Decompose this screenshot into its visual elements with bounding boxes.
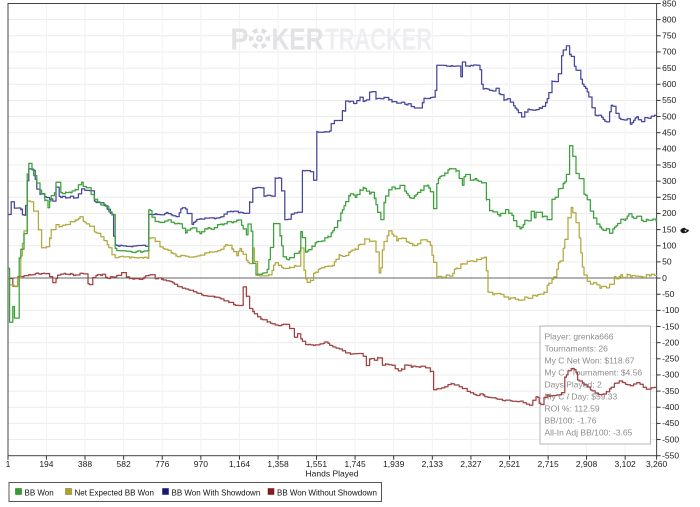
- svg-text:3,102: 3,102: [615, 459, 637, 469]
- svg-text:1: 1: [6, 459, 11, 469]
- svg-text:-550: -550: [662, 450, 679, 460]
- svg-text:200: 200: [662, 208, 676, 218]
- svg-text:150: 150: [662, 224, 676, 234]
- svg-text:-300: -300: [662, 370, 679, 380]
- svg-text:2,521: 2,521: [499, 459, 521, 469]
- svg-text:750: 750: [662, 31, 676, 41]
- svg-text:My C / Tournament: $4.56: My C / Tournament: $4.56: [545, 368, 643, 378]
- svg-text:700: 700: [662, 47, 676, 57]
- svg-text:All-In Adj BB/100: -3.65: All-In Adj BB/100: -3.65: [545, 428, 633, 438]
- svg-text:Hands Played: Hands Played: [306, 469, 359, 479]
- svg-text:388: 388: [78, 459, 92, 469]
- svg-text:-450: -450: [662, 418, 679, 428]
- svg-text:-250: -250: [662, 354, 679, 364]
- svg-text:2,327: 2,327: [460, 459, 482, 469]
- svg-text:970: 970: [194, 459, 208, 469]
- svg-text:-350: -350: [662, 386, 679, 396]
- svg-text:650: 650: [662, 63, 676, 73]
- svg-text:582: 582: [117, 459, 131, 469]
- svg-text:2,715: 2,715: [537, 459, 559, 469]
- svg-text:TRACKER: TRACKER: [326, 22, 433, 57]
- svg-text:300: 300: [662, 176, 676, 186]
- svg-text:Player: grenka666: Player: grenka666: [545, 332, 614, 342]
- svg-text:776: 776: [155, 459, 169, 469]
- svg-text:-400: -400: [662, 402, 679, 412]
- svg-text:600: 600: [662, 79, 676, 89]
- svg-text:Tournaments: 26: Tournaments: 26: [545, 344, 609, 354]
- svg-text:2,908: 2,908: [576, 459, 598, 469]
- svg-text:50: 50: [662, 257, 672, 267]
- svg-text:450: 450: [662, 127, 676, 137]
- svg-text:-150: -150: [662, 321, 679, 331]
- svg-text:194: 194: [39, 459, 53, 469]
- svg-text:My C Net Won: $118.67: My C Net Won: $118.67: [545, 356, 635, 366]
- svg-text:500: 500: [662, 111, 676, 121]
- svg-text:-100: -100: [662, 305, 679, 315]
- svg-text:Net Expected BB Won: Net Expected BB Won: [75, 489, 154, 498]
- svg-text:0: 0: [662, 273, 667, 283]
- svg-text:550: 550: [662, 95, 676, 105]
- svg-text:1,358: 1,358: [267, 459, 289, 469]
- svg-text:1,551: 1,551: [306, 459, 328, 469]
- svg-text:P: P: [231, 22, 249, 57]
- svg-text:2,133: 2,133: [422, 459, 444, 469]
- svg-text:BB Won: BB Won: [25, 489, 54, 498]
- svg-text:800: 800: [662, 14, 676, 24]
- svg-text:100: 100: [662, 241, 676, 251]
- svg-text:350: 350: [662, 160, 676, 170]
- svg-text:My C / Day: $59.33: My C / Day: $59.33: [545, 392, 618, 402]
- svg-text:-50: -50: [662, 289, 675, 299]
- svg-text:BB Won Without Showdown: BB Won Without Showdown: [277, 489, 377, 498]
- svg-text:1,745: 1,745: [344, 459, 366, 469]
- svg-text:1,939: 1,939: [383, 459, 405, 469]
- svg-text:KER: KER: [272, 22, 324, 57]
- svg-text:-500: -500: [662, 434, 679, 444]
- svg-text:Days Played: 2: Days Played: 2: [545, 380, 602, 390]
- svg-text:3,260: 3,260: [646, 459, 668, 469]
- svg-text:400: 400: [662, 144, 676, 154]
- svg-text:-200: -200: [662, 337, 679, 347]
- svg-text:1,164: 1,164: [229, 459, 251, 469]
- svg-text:ROI %: 112.59: ROI %: 112.59: [545, 404, 600, 414]
- svg-text:850: 850: [662, 0, 676, 8]
- svg-text:250: 250: [662, 192, 676, 202]
- svg-text:BB Won With Showdown: BB Won With Showdown: [172, 489, 261, 498]
- svg-text:BB/100: -1.76: BB/100: -1.76: [545, 416, 597, 426]
